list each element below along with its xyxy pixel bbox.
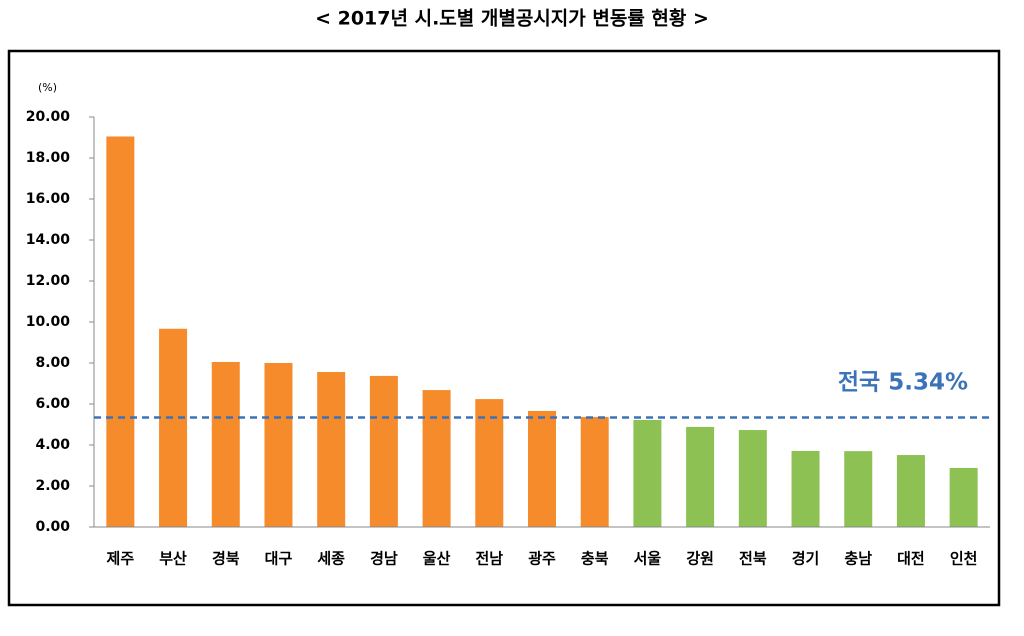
x-tick-label: 부산 [159, 550, 187, 568]
y-tick-label: 2.00 [35, 478, 70, 494]
y-tick-label: 0.00 [35, 519, 70, 535]
x-tick-label: 충북 [581, 550, 609, 568]
x-tick-label: 전북 [739, 550, 767, 568]
y-axis-label: (%) [38, 81, 57, 94]
x-tick-label: 경북 [212, 550, 240, 568]
bar [528, 410, 556, 527]
bar [369, 375, 398, 527]
y-tick-label: 8.00 [35, 355, 70, 371]
x-tick-label: 울산 [423, 550, 451, 568]
bar [475, 399, 504, 527]
bar [791, 450, 820, 527]
bar [106, 136, 135, 527]
x-tick-label: 제주 [107, 550, 135, 568]
bar [264, 363, 293, 527]
bar [686, 426, 715, 527]
bar [949, 467, 978, 527]
y-tick-label: 6.00 [35, 396, 70, 412]
x-tick-label: 경기 [792, 550, 820, 568]
y-tick-label: 4.00 [35, 437, 70, 453]
x-tick-label: 대전 [897, 550, 925, 568]
x-tick-label: 광주 [528, 550, 556, 568]
chart-title: < 2017년 시.도별 개별공시지가 변동률 현황 > [315, 7, 709, 30]
y-tick-label: 16.00 [26, 191, 71, 207]
bar [159, 328, 188, 527]
bar [580, 416, 609, 527]
x-tick-label: 인천 [950, 550, 978, 568]
x-tick-label: 경남 [370, 550, 398, 568]
bar [422, 390, 451, 527]
bar [211, 361, 240, 527]
y-tick-label: 12.00 [26, 273, 71, 289]
bar [844, 451, 873, 527]
y-tick-label: 20.00 [26, 109, 71, 125]
reference-label: 전국 5.34% [838, 370, 968, 396]
bar [738, 430, 767, 527]
y-tick-label: 18.00 [26, 150, 71, 166]
bar [633, 419, 662, 527]
chart-frame [7, 49, 1001, 607]
bar [317, 372, 346, 527]
y-tick-label: 14.00 [26, 232, 71, 248]
x-tick-label: 서울 [634, 550, 662, 568]
bar [896, 455, 925, 527]
x-tick-label: 충남 [844, 550, 872, 568]
y-tick-label: 10.00 [26, 314, 71, 330]
x-tick-label: 강원 [686, 550, 714, 568]
x-tick-label: 세종 [317, 550, 345, 568]
x-tick-label: 대구 [265, 550, 293, 568]
x-tick-label: 전남 [475, 550, 503, 568]
